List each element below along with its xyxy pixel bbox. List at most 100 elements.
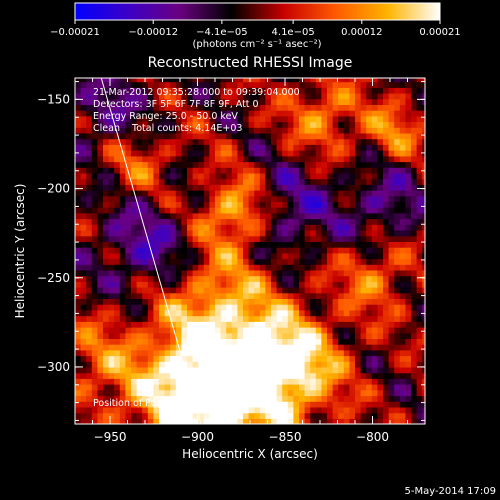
heatmap-cell bbox=[103, 178, 110, 185]
heatmap-cell bbox=[349, 138, 356, 145]
heatmap-cell bbox=[198, 384, 205, 391]
heatmap-cell bbox=[411, 230, 418, 237]
y-axis-label: Heliocentric Y (arcsec) bbox=[13, 184, 27, 319]
heatmap-cell bbox=[181, 201, 188, 208]
heatmap-cell bbox=[220, 349, 227, 357]
heatmap-cell bbox=[192, 138, 199, 145]
heatmap-cell bbox=[321, 195, 328, 202]
heatmap-cell bbox=[248, 155, 255, 163]
heatmap-cell bbox=[142, 190, 149, 197]
heatmap-cell bbox=[80, 115, 87, 123]
heatmap-cell bbox=[259, 98, 266, 105]
heatmap-cell bbox=[237, 81, 244, 88]
heatmap-cell bbox=[411, 327, 418, 334]
heatmap-cell bbox=[293, 281, 300, 288]
heatmap-cell bbox=[164, 224, 171, 231]
heatmap-cell bbox=[119, 235, 126, 242]
heatmap-cell bbox=[97, 361, 104, 368]
heatmap-cell bbox=[366, 127, 373, 134]
heatmap-cell bbox=[103, 418, 110, 424]
heatmap-cell bbox=[293, 81, 300, 88]
heatmap-cell bbox=[327, 110, 334, 117]
heatmap-cell bbox=[114, 110, 121, 117]
heatmap-cell bbox=[394, 195, 401, 202]
heatmap-cell bbox=[371, 412, 378, 419]
heatmap-cell bbox=[377, 366, 384, 374]
heatmap-cell bbox=[371, 355, 378, 362]
heatmap-cell bbox=[103, 172, 110, 180]
heatmap-cell bbox=[355, 127, 362, 134]
heatmap-cell bbox=[411, 275, 418, 282]
heatmap-cell bbox=[399, 78, 406, 83]
heatmap-cell bbox=[254, 366, 261, 374]
heatmap-cell bbox=[310, 178, 317, 185]
heatmap-cell bbox=[108, 218, 115, 225]
heatmap-cell bbox=[136, 195, 143, 202]
heatmap-cell bbox=[287, 269, 294, 277]
heatmap-cell bbox=[343, 287, 350, 294]
heatmap-cell bbox=[321, 235, 328, 242]
heatmap-cell bbox=[131, 315, 138, 322]
heatmap-cell bbox=[153, 172, 160, 180]
heatmap-cell bbox=[159, 110, 166, 117]
heatmap-cell bbox=[366, 230, 373, 237]
heatmap-cell bbox=[422, 155, 425, 163]
heatmap-cell bbox=[181, 178, 188, 185]
heatmap-cell bbox=[125, 78, 132, 83]
heatmap-cell bbox=[86, 309, 93, 317]
heatmap-cell bbox=[321, 132, 328, 140]
heatmap-cell bbox=[231, 110, 238, 117]
heatmap-cell bbox=[315, 230, 322, 237]
heatmap-cell bbox=[405, 389, 412, 397]
heatmap-cell bbox=[170, 167, 177, 174]
heatmap-cell bbox=[86, 304, 93, 311]
heatmap-cell bbox=[203, 201, 210, 208]
heatmap-cell bbox=[209, 224, 216, 231]
heatmap-cell bbox=[125, 93, 132, 100]
heatmap-cell bbox=[175, 332, 182, 339]
heatmap-cell bbox=[114, 378, 121, 385]
heatmap-cell bbox=[349, 172, 356, 180]
heatmap-cell bbox=[75, 389, 82, 397]
heatmap-cell bbox=[159, 395, 166, 402]
heatmap-cell bbox=[394, 395, 401, 402]
heatmap-cell bbox=[159, 104, 166, 111]
heatmap-cell bbox=[422, 241, 425, 248]
heatmap-cell bbox=[209, 132, 216, 140]
heatmap-cell bbox=[203, 150, 210, 157]
heatmap-cell bbox=[108, 287, 115, 294]
heatmap-cell bbox=[181, 384, 188, 391]
heatmap-cell bbox=[231, 98, 238, 105]
heatmap-cell bbox=[153, 201, 160, 208]
heatmap-cell bbox=[108, 366, 115, 374]
heatmap-cell bbox=[198, 315, 205, 322]
heatmap-cell bbox=[377, 287, 384, 294]
heatmap-cell bbox=[108, 224, 115, 231]
heatmap-cell bbox=[80, 247, 87, 254]
heatmap-cell bbox=[332, 218, 339, 225]
heatmap-cell bbox=[103, 401, 110, 408]
heatmap-cell bbox=[265, 184, 272, 191]
heatmap-cell bbox=[282, 155, 289, 163]
heatmap-cell bbox=[343, 264, 350, 271]
heatmap-cell bbox=[136, 121, 143, 128]
heatmap-cell bbox=[349, 195, 356, 202]
heatmap-cell bbox=[103, 195, 110, 202]
heatmap-cell bbox=[114, 78, 121, 83]
heatmap-cell bbox=[114, 167, 121, 174]
heatmap-cell bbox=[248, 292, 255, 299]
heatmap-cell bbox=[310, 412, 317, 419]
heatmap-cell bbox=[366, 138, 373, 145]
heatmap-cell bbox=[226, 235, 233, 242]
heatmap-cell bbox=[360, 115, 367, 123]
heatmap-cell bbox=[159, 378, 166, 385]
heatmap-cell bbox=[315, 241, 322, 248]
heatmap-cell bbox=[254, 292, 261, 299]
heatmap-cell bbox=[355, 212, 362, 220]
heatmap-cell bbox=[131, 287, 138, 294]
heatmap-cell bbox=[388, 406, 395, 414]
heatmap-cell bbox=[293, 321, 300, 328]
heatmap-cell bbox=[192, 292, 199, 299]
heatmap-cell bbox=[142, 252, 149, 260]
heatmap-cell bbox=[215, 132, 222, 140]
